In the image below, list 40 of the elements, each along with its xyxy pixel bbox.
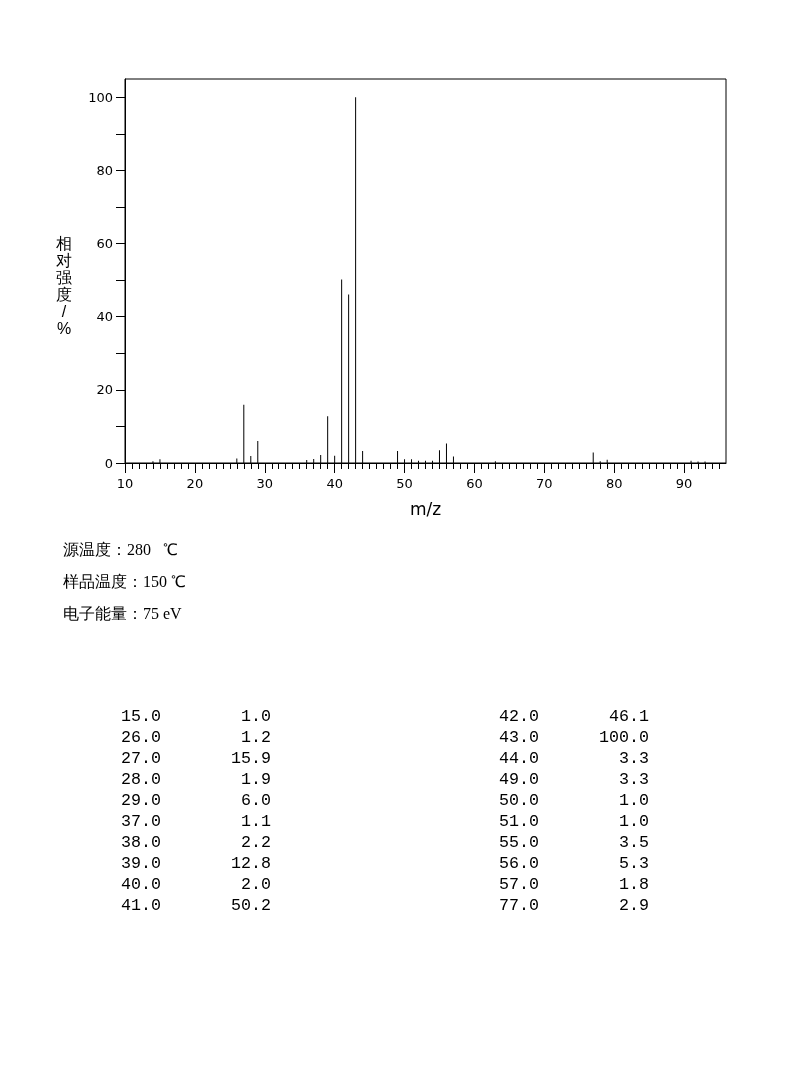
text: 42.0 46.1 [498,706,649,727]
x-tick-label: 10 [116,476,134,491]
x-tick-label: 90 [675,476,693,491]
text: 41.0 50.2 [120,895,271,916]
text: 43.0 100.0 [498,727,649,748]
text: 15.0 1.0 [120,706,271,727]
text: 源温度：280 ℃ [63,540,179,560]
x-tick-label: 60 [466,476,483,491]
y-tick-label: 100 [88,89,113,105]
y-axis-title: 相对强度/% [55,235,73,337]
y-tick-label: 0 [104,455,113,471]
text: 56.0 5.3 [498,853,649,874]
y-tick-label: 80 [96,162,113,178]
text: 27.0 15.9 [120,748,271,769]
text: 50.0 1.0 [498,790,649,811]
text: 49.0 3.3 [498,769,649,790]
x-axis-title: m/z [409,498,442,519]
text: 样品温度：150 ℃ [63,572,186,592]
text: 39.0 12.8 [120,853,271,874]
y-tick-label: 40 [96,309,113,325]
text: 38.0 2.2 [120,832,271,853]
text: 37.0 1.1 [120,811,271,832]
text: 29.0 6.0 [120,790,271,811]
text: 44.0 3.3 [498,748,649,769]
x-tick-label: 70 [536,476,553,491]
text: 51.0 1.0 [498,811,649,832]
x-tick-label: 30 [256,476,274,491]
text: 26.0 1.2 [120,727,271,748]
x-tick-label: 20 [186,476,204,491]
y-tick-label: 60 [96,236,113,252]
text: 77.0 2.9 [498,895,649,916]
y-tick-label: 20 [96,382,113,398]
x-tick-label: 40 [326,476,343,491]
text: 57.0 1.8 [498,874,649,895]
text: 55.0 3.5 [498,832,649,853]
text: 40.0 2.0 [120,874,271,895]
text: 电子能量：75 eV [63,604,183,624]
text: 28.0 1.9 [120,769,271,790]
x-tick-label: 80 [605,476,623,491]
x-tick-label: 50 [396,476,413,491]
